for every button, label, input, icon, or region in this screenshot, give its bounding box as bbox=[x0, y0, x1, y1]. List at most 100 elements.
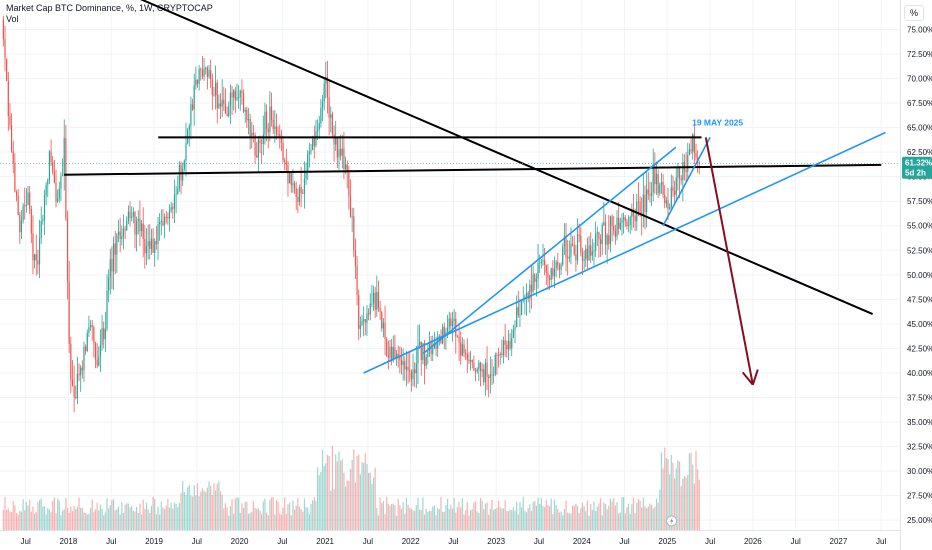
volume-bar bbox=[231, 499, 233, 530]
candle-body bbox=[614, 230, 616, 237]
volume-bar bbox=[555, 505, 557, 530]
candle-body bbox=[37, 260, 39, 265]
volume-bar bbox=[66, 507, 69, 530]
candle-body bbox=[163, 216, 166, 226]
volume-bar bbox=[514, 510, 516, 530]
candle-body bbox=[147, 241, 149, 247]
candle-body bbox=[262, 134, 264, 144]
volume-bar bbox=[318, 475, 320, 530]
candle-body bbox=[618, 217, 620, 229]
volume-bar bbox=[644, 506, 646, 530]
volume-bar bbox=[428, 510, 431, 530]
volume-bar bbox=[124, 504, 126, 530]
candle-body bbox=[27, 192, 29, 205]
x-tick-label: Jul bbox=[21, 537, 31, 546]
trend-line-wedge-inner bbox=[662, 137, 711, 227]
volume-bar bbox=[361, 461, 363, 530]
volume-bar bbox=[366, 463, 368, 530]
volume-bar bbox=[364, 453, 366, 530]
candle-body bbox=[134, 212, 136, 235]
volume-bar bbox=[344, 486, 347, 530]
candle-body bbox=[611, 216, 613, 226]
candle-body bbox=[504, 340, 506, 345]
volume-bar bbox=[234, 498, 236, 530]
volume-bar bbox=[351, 460, 353, 530]
candle-body bbox=[354, 250, 357, 266]
volume-bar bbox=[504, 500, 506, 530]
candle-body bbox=[129, 211, 131, 218]
candle-body bbox=[30, 209, 32, 234]
candle-body bbox=[382, 322, 385, 329]
candle-body bbox=[251, 132, 253, 137]
candle-body bbox=[507, 340, 510, 350]
candle-body bbox=[162, 221, 164, 226]
volume-bar bbox=[641, 507, 643, 530]
volume-bar bbox=[7, 508, 9, 530]
candle-body bbox=[221, 99, 223, 107]
candle-body bbox=[137, 218, 139, 221]
volume-bar bbox=[177, 507, 179, 530]
volume-bar bbox=[619, 512, 621, 530]
candle-body bbox=[81, 367, 83, 371]
volume-bar bbox=[134, 511, 136, 530]
candle-body bbox=[246, 109, 248, 121]
candle-body bbox=[497, 355, 500, 356]
candle-body bbox=[4, 39, 6, 59]
volume-bar bbox=[277, 501, 279, 530]
volume-bar bbox=[284, 497, 286, 530]
volume-bar bbox=[68, 512, 70, 530]
candle-body bbox=[672, 187, 674, 191]
volume-bar bbox=[208, 481, 210, 530]
y-tick-label: 57.50% bbox=[907, 197, 932, 206]
candle-body bbox=[139, 218, 141, 232]
candle-body bbox=[499, 353, 501, 356]
volume-bar bbox=[359, 474, 361, 530]
volume-bar bbox=[254, 507, 256, 530]
volume-bar bbox=[37, 502, 39, 530]
candle-body bbox=[608, 235, 610, 245]
candle-body bbox=[140, 223, 143, 232]
candle-body bbox=[330, 114, 332, 118]
candle-body bbox=[535, 278, 538, 282]
candle-body bbox=[228, 105, 230, 117]
volume-bar bbox=[558, 512, 561, 530]
volume-bar bbox=[38, 500, 41, 530]
candle-body bbox=[238, 97, 240, 98]
volume-bar bbox=[242, 507, 245, 530]
volume-bar bbox=[210, 485, 212, 530]
volume-bar bbox=[542, 505, 544, 530]
volume-bar bbox=[175, 503, 177, 530]
candle-body bbox=[469, 359, 472, 362]
volume-bar bbox=[17, 514, 19, 530]
candle-body bbox=[289, 172, 291, 184]
volume-bar bbox=[310, 503, 312, 530]
candle-body bbox=[58, 188, 60, 199]
candle-body bbox=[6, 58, 8, 82]
y-tick-label: 35.00% bbox=[907, 418, 932, 427]
volume-bar bbox=[343, 472, 345, 530]
candle-body bbox=[214, 82, 217, 96]
volume-bar bbox=[585, 511, 587, 530]
volume-bar bbox=[517, 514, 519, 530]
volume-bar bbox=[15, 513, 18, 530]
x-tick-label: 2018 bbox=[60, 537, 78, 546]
candle-body bbox=[481, 369, 483, 372]
volume-bar bbox=[412, 510, 414, 530]
y-tick-label: 27.50% bbox=[907, 492, 932, 501]
candle-body bbox=[527, 292, 529, 299]
volume-bar bbox=[599, 498, 602, 530]
volume-bar bbox=[316, 467, 319, 530]
percent-scale-button[interactable]: % bbox=[904, 5, 924, 21]
candle-body bbox=[177, 188, 179, 194]
volume-bar bbox=[496, 507, 498, 530]
volume-bar bbox=[674, 478, 676, 530]
candle-body bbox=[417, 345, 419, 364]
volume-bars bbox=[2, 446, 700, 530]
volume-bar bbox=[303, 498, 306, 530]
candle-body bbox=[585, 248, 587, 260]
volume-bar bbox=[25, 502, 27, 530]
candle-body bbox=[68, 281, 70, 345]
volume-bar bbox=[568, 513, 570, 530]
candle-body bbox=[293, 183, 296, 189]
